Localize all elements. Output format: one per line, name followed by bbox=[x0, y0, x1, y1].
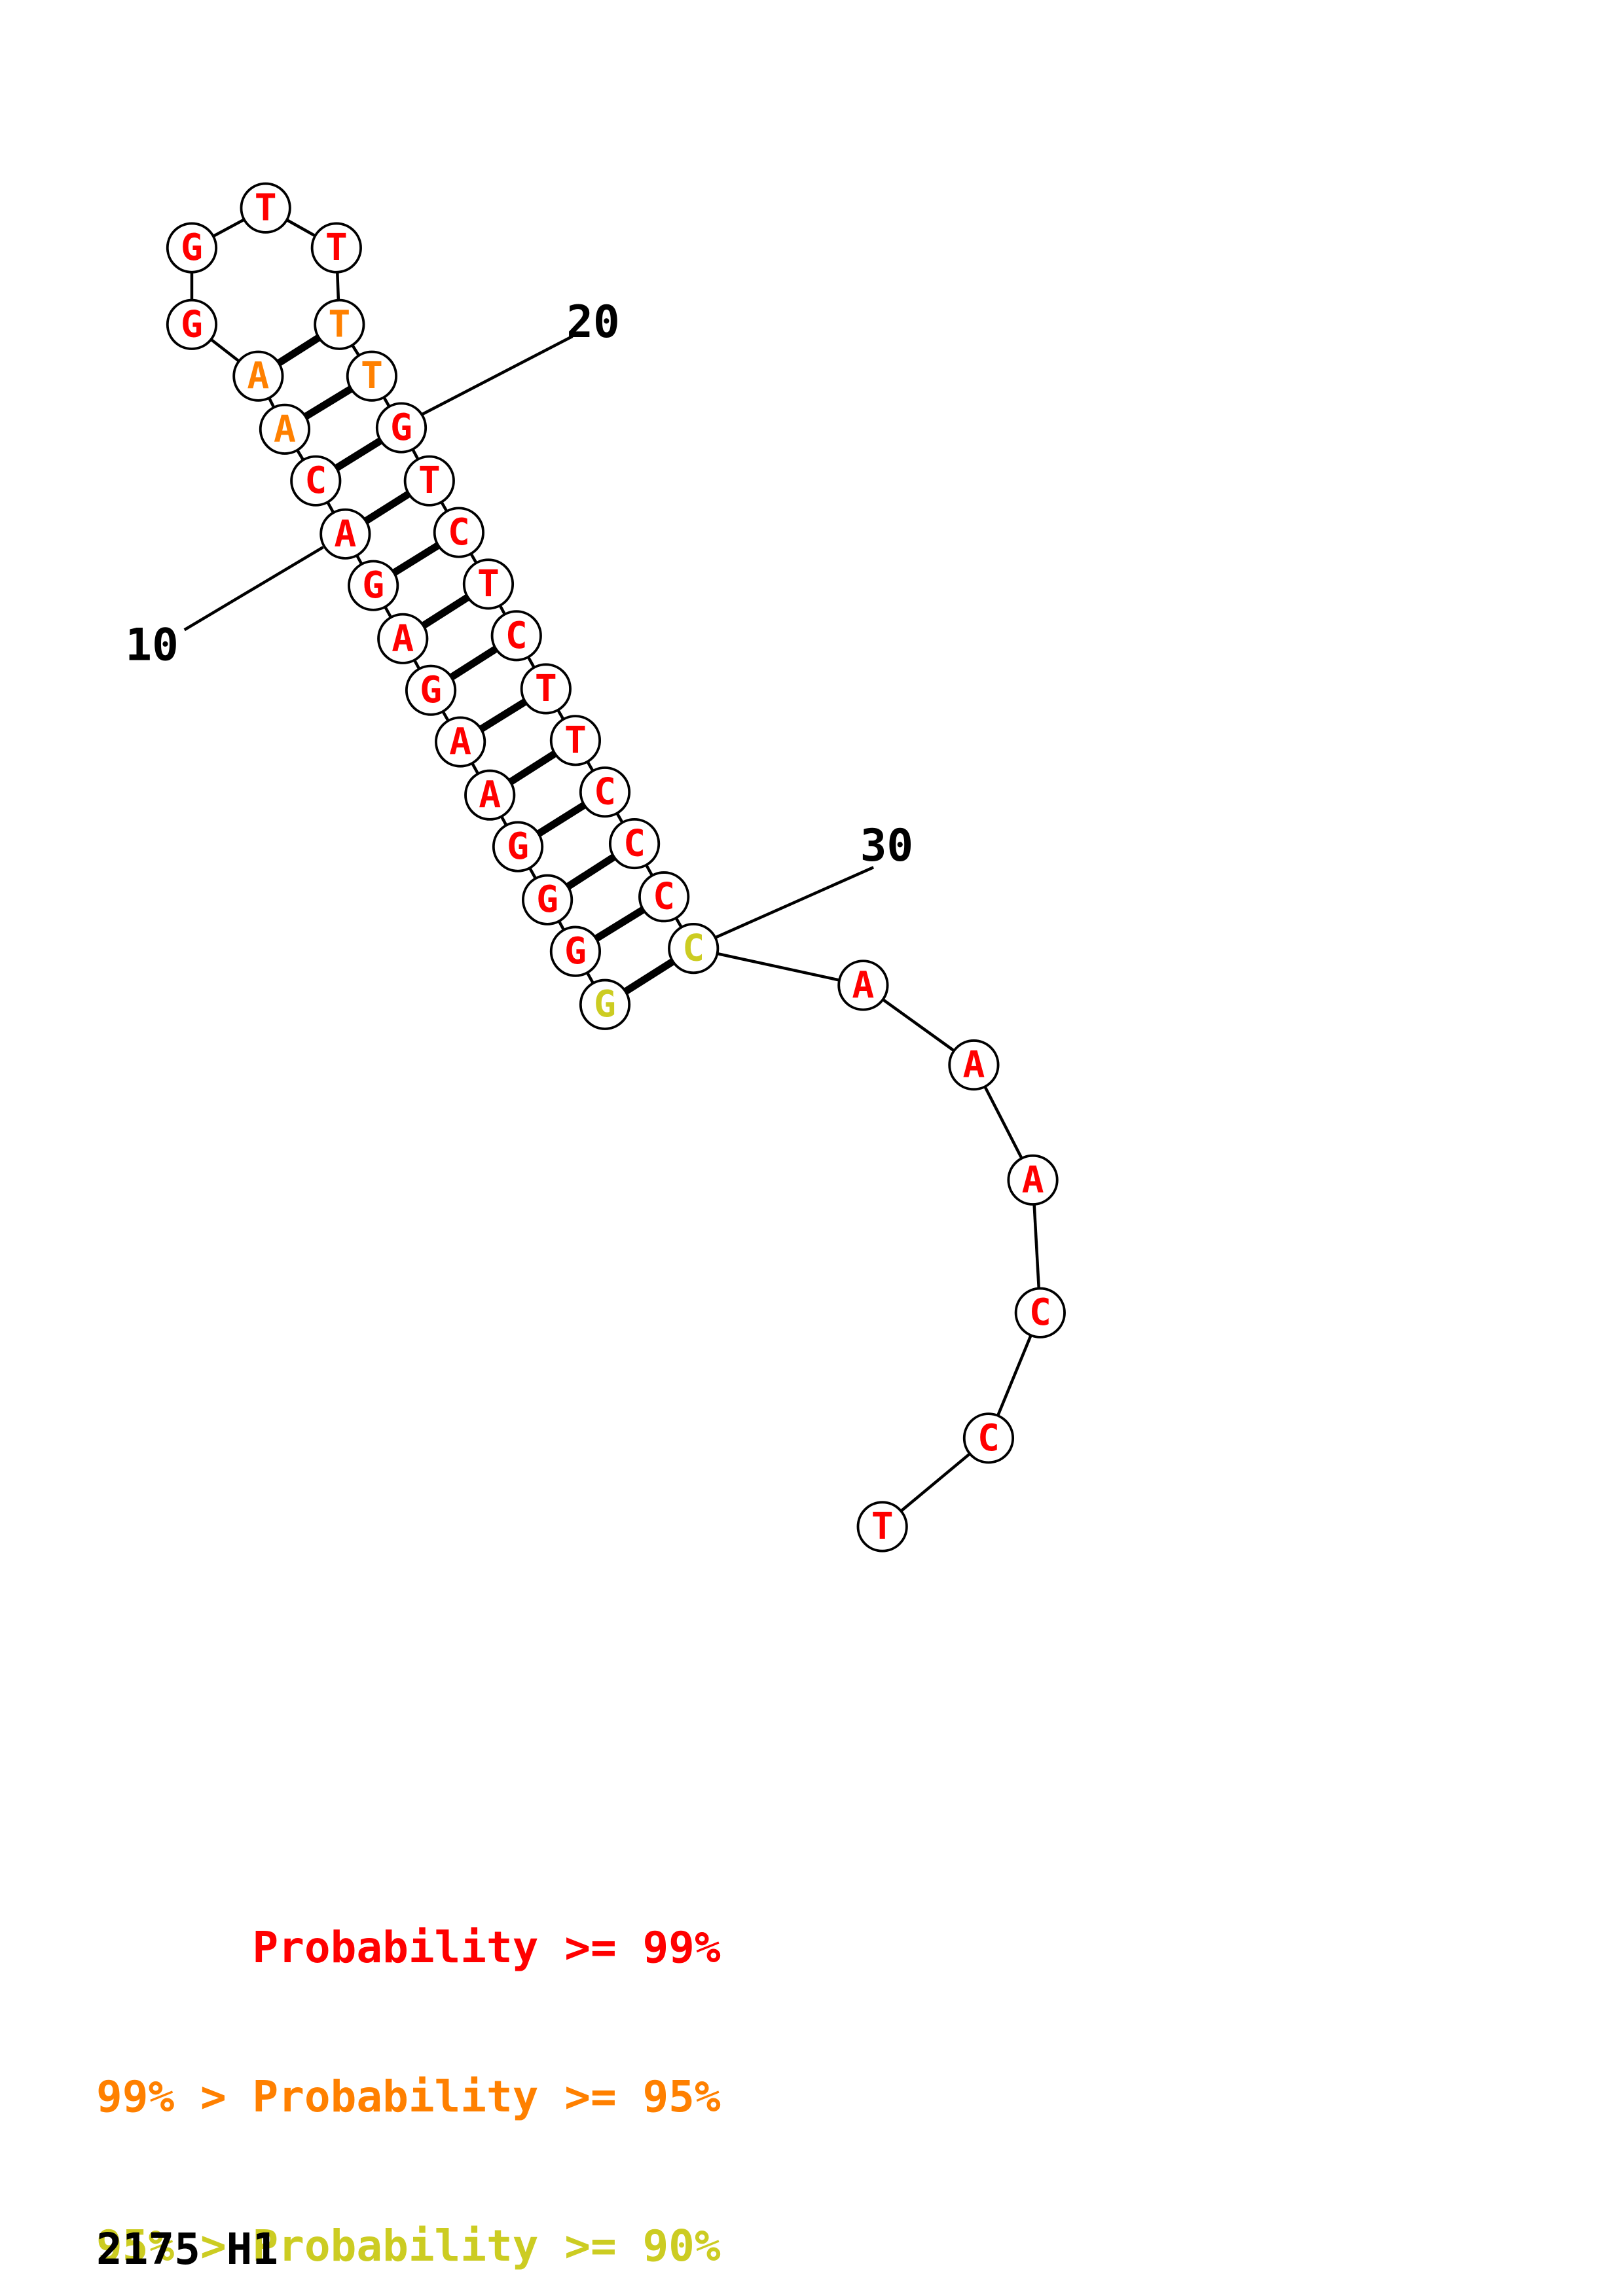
nucleotide-circle bbox=[433, 507, 484, 558]
nucleotide-base: A bbox=[392, 617, 414, 660]
position-label: 10 bbox=[125, 619, 178, 670]
nucleotide-base: A bbox=[479, 774, 501, 816]
nucleotide-circle bbox=[314, 298, 365, 350]
nucleotide-circle bbox=[166, 222, 218, 274]
nucleotide-base: A bbox=[274, 408, 296, 450]
nucleotide-circle bbox=[375, 402, 428, 454]
nucleotide-base: T bbox=[255, 187, 277, 229]
nucleotide-base: C bbox=[304, 459, 327, 502]
nucleotide-base: G bbox=[390, 406, 412, 449]
nucleotide-base: T bbox=[871, 1505, 894, 1548]
nucleotide-base: T bbox=[418, 459, 441, 502]
nucleotide-circle bbox=[377, 613, 429, 664]
nucleotide-base: C bbox=[682, 927, 704, 970]
legend-line: 99% > Probability >= 95% bbox=[96, 2072, 721, 2122]
nucleotide-base: A bbox=[852, 964, 874, 1007]
nucleotide-base: A bbox=[1022, 1158, 1044, 1201]
nucleotide-circle bbox=[1014, 1287, 1066, 1338]
nucleotide-base: A bbox=[962, 1044, 985, 1086]
nucleotide-circle bbox=[837, 960, 889, 1011]
nucleotide-circle bbox=[240, 182, 291, 234]
nucleotide-base: G bbox=[536, 878, 558, 921]
nucleotide-circle bbox=[166, 298, 218, 350]
nucleotide-base: T bbox=[325, 226, 348, 269]
legend-line: Probability >= 99% bbox=[96, 1922, 721, 1973]
nucleotide-circle bbox=[1007, 1154, 1059, 1206]
nucleotide-base: C bbox=[1029, 1291, 1051, 1334]
nucleotide-circle bbox=[520, 663, 572, 715]
nucleotide-circle bbox=[579, 766, 631, 818]
probability-legend: Probability >= 99% 99% > Probability >= … bbox=[96, 1823, 721, 2296]
nucleotide-base: G bbox=[362, 564, 384, 607]
nucleotide-circle bbox=[310, 222, 362, 274]
position-label: 20 bbox=[566, 296, 619, 348]
nucleotide-base: C bbox=[505, 615, 528, 657]
position-label: 30 bbox=[860, 819, 913, 871]
nucleotide-circle bbox=[405, 664, 457, 716]
label-leader-line bbox=[183, 546, 324, 632]
nucleotide-base: G bbox=[564, 930, 587, 973]
nucleotide-circle bbox=[319, 508, 371, 560]
nucleotide-circle bbox=[549, 715, 602, 766]
nucleotide-circle bbox=[232, 350, 284, 402]
nucleotide-circle bbox=[490, 610, 542, 662]
backbone-line bbox=[693, 946, 864, 987]
nucleotide-circle bbox=[668, 922, 720, 975]
plot-title: 2175 H1 bbox=[96, 2224, 279, 2274]
nucleotide-circle bbox=[259, 403, 311, 455]
nucleotide-base: T bbox=[564, 719, 587, 762]
nucleotide-circle bbox=[521, 874, 574, 925]
label-leader-line bbox=[418, 334, 574, 418]
nucleotide-circle bbox=[435, 716, 486, 768]
nucleotide-base: G bbox=[507, 825, 529, 868]
nucleotide-base: A bbox=[334, 512, 356, 555]
nucleotide-circle bbox=[346, 350, 398, 402]
nucleotide-circle bbox=[348, 560, 399, 611]
nucleotide-base: G bbox=[420, 669, 442, 711]
nucleotide-circle bbox=[403, 455, 455, 507]
nucleotide-circle bbox=[579, 978, 631, 1030]
nucleotide-base: C bbox=[448, 511, 470, 554]
nucleotide-circle bbox=[290, 455, 342, 507]
nucleotide-base: G bbox=[181, 303, 203, 346]
nucleotide-circle bbox=[462, 558, 515, 610]
nucleotide-circle bbox=[492, 821, 544, 872]
nucleotide-base: T bbox=[361, 355, 383, 397]
legend-line: 95% > Probability >= 90% bbox=[96, 2221, 721, 2271]
nucleotide-base: C bbox=[653, 876, 675, 918]
nucleotide-base: C bbox=[594, 771, 616, 814]
nucleotide-circle bbox=[948, 1039, 1000, 1091]
nucleotide-base: A bbox=[247, 355, 269, 397]
nucleotide-circle bbox=[608, 817, 661, 870]
nucleotide-base: C bbox=[623, 823, 646, 865]
label-leader-line bbox=[713, 866, 875, 940]
nucleotide-base: T bbox=[535, 668, 557, 710]
nucleotide-base: T bbox=[328, 303, 350, 346]
nucleotide-circle bbox=[638, 871, 690, 923]
nucleotide-base: G bbox=[181, 226, 203, 269]
nucleotide-circle bbox=[856, 1501, 908, 1552]
nucleotide-base: T bbox=[477, 563, 500, 605]
nucleotide-circle bbox=[549, 925, 602, 977]
nucleotide-circle bbox=[962, 1412, 1015, 1464]
nucleotide-base: G bbox=[594, 983, 616, 1026]
nucleotide-base: A bbox=[449, 721, 471, 763]
nucleotide-base: C bbox=[977, 1417, 1000, 1460]
nucleotide-circle bbox=[464, 769, 516, 821]
